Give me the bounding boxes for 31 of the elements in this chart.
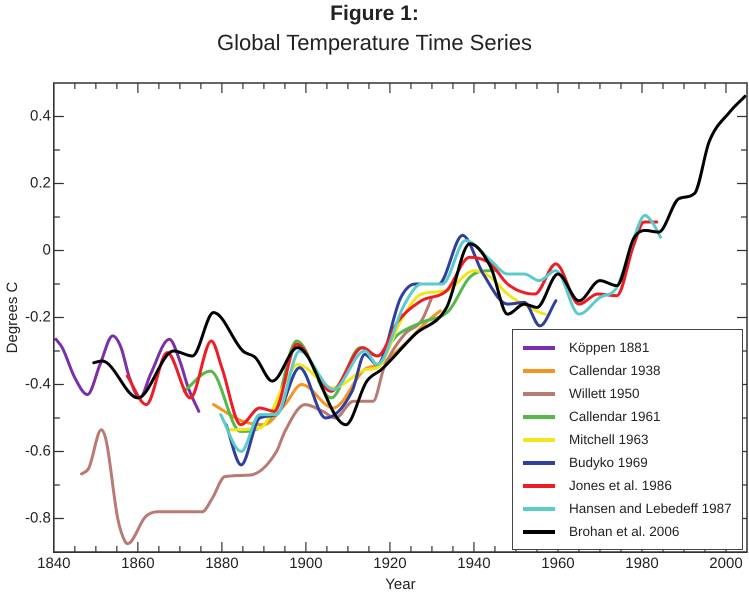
line-series	[80, 296, 434, 546]
legend-label: Budyko 1969	[569, 455, 648, 470]
legend-label: Köppen 1881	[569, 340, 650, 355]
y-tick-label: 0.2	[30, 174, 51, 192]
x-tick-label: 1980	[625, 555, 659, 572]
legend-label: Mitchell 1963	[569, 432, 649, 447]
legend-label: Hansen and Lebedeff 1987	[569, 501, 732, 516]
x-tick-label: 2000	[709, 555, 743, 572]
chart-subtitle: Global Temperature Time Series	[216, 30, 534, 56]
y-tick-label: 0	[42, 242, 51, 259]
x-tick-label: 1920	[373, 555, 407, 572]
x-tick-label: 1940	[457, 555, 491, 572]
y-axis-title: Degrees C	[4, 281, 22, 354]
y-tick-label: 0.4	[30, 108, 51, 125]
legend-label: Callendar 1938	[569, 363, 661, 378]
y-tick-label: -0.8	[24, 510, 51, 527]
x-tick-label: 1900	[289, 555, 323, 572]
x-axis-title: Year	[385, 576, 416, 594]
y-tick-label: -0.4	[24, 376, 51, 393]
line-series	[92, 94, 746, 426]
x-tick-label: 1960	[541, 555, 575, 572]
legend-label: Willett 1950	[569, 386, 640, 401]
chart-title: Figure 1:	[329, 2, 420, 26]
x-tick-label: 1860	[121, 555, 155, 572]
x-tick-label: 1840	[37, 555, 71, 572]
legend-label: Jones et al. 1986	[569, 478, 672, 493]
y-tick-label: -0.2	[24, 308, 51, 326]
x-tick-label: 1880	[205, 555, 239, 572]
legend-label: Brohan et al. 2006	[569, 524, 680, 539]
y-tick-label: -0.6	[24, 442, 51, 460]
legend-label: Callendar 1961	[569, 409, 661, 424]
